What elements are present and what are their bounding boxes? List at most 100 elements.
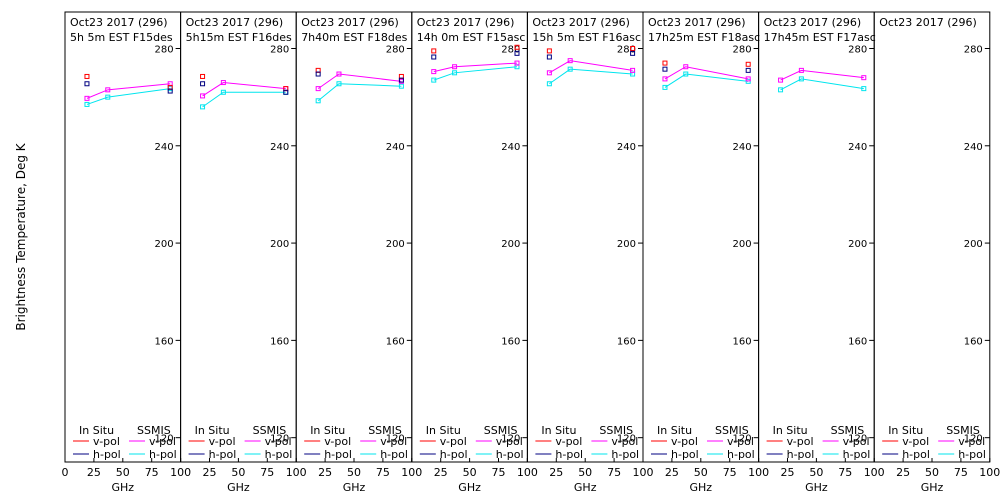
ssmis-hpol-point: [861, 86, 867, 92]
x-tick-label: 25: [549, 466, 563, 479]
panel-frame: [295, 11, 413, 463]
ssmis-vpol-point: [105, 87, 111, 93]
y-tick-label: 160: [501, 336, 520, 347]
y-tick-label: 280: [733, 44, 752, 55]
panel-frame: [642, 11, 760, 463]
insitu-vpol-point: [662, 60, 668, 66]
legend-insitu-hpol-label: h-pol: [324, 448, 352, 461]
y-tick-label: 200: [617, 239, 636, 250]
x-tick-label: 50: [347, 466, 361, 479]
x-axis-label: GHz: [112, 481, 135, 494]
legend-insitu-vpol-label: v-pol: [787, 435, 814, 448]
x-tick-label: 75: [260, 466, 274, 479]
panel-frame: [526, 11, 644, 463]
x-axis-label: GHz: [690, 481, 713, 494]
panel-title-date: Oct23 2017 (296): [532, 16, 630, 29]
x-tick-label: 75: [607, 466, 621, 479]
legend-insitu-hpol-label: h-pol: [671, 448, 699, 461]
insitu-hpol-point: [431, 54, 437, 60]
y-tick-label: 160: [617, 336, 636, 347]
legend-insitu-title: In Situ: [310, 424, 345, 437]
legend-insitu-hpol-label: h-pol: [209, 448, 237, 461]
legend-ssmis-title: SSMIS: [137, 424, 171, 437]
legend-insitu-vpol-label: v-pol: [324, 435, 351, 448]
ssmis-vpol-point: [546, 70, 552, 76]
ssmis-vpol-line: [317, 73, 402, 90]
y-tick-label: 160: [964, 336, 983, 347]
ssmis-vpol-point: [683, 64, 689, 70]
x-axis-label: GHz: [805, 481, 828, 494]
insitu-hpol-point: [200, 81, 206, 87]
x-tick-label: 75: [376, 466, 390, 479]
x-tick-label: 100: [864, 466, 885, 479]
x-tick-label: 50: [116, 466, 130, 479]
legend-insitu-title: In Situ: [541, 424, 576, 437]
legend-insitu-vpol-label: v-pol: [555, 435, 582, 448]
insitu-vpol-point: [546, 48, 552, 54]
legend-insitu-hpol-label: h-pol: [555, 448, 583, 461]
legend-insitu-vpol-label: v-pol: [93, 435, 120, 448]
y-tick-label: 280: [617, 44, 636, 55]
ssmis-hpol-point: [200, 104, 206, 110]
y-tick-label: 240: [848, 142, 867, 153]
panel-title-time: 14h 0m EST F15asc: [417, 31, 526, 44]
ssmis-vpol-point: [220, 80, 226, 86]
x-tick-label: 25: [434, 466, 448, 479]
legend-insitu-vpol-label: v-pol: [671, 435, 698, 448]
ssmis-hpol-point: [336, 81, 342, 87]
ssmis-vpol-line: [433, 62, 518, 73]
x-tick-label: 25: [781, 466, 795, 479]
ssmis-hpol-point: [315, 98, 321, 104]
legend-ssmis-hpol-label: h-pol: [265, 448, 293, 461]
panel-title-time: 5h15m EST F16des: [186, 31, 292, 44]
y-axis-label: Brightness Temperature, Deg K: [14, 142, 28, 330]
x-tick-label: 25: [87, 466, 101, 479]
panel-title-time: 17h25m EST F18asc: [648, 31, 760, 44]
insitu-hpol-point: [630, 50, 636, 56]
ssmis-vpol-line: [202, 82, 286, 97]
ssmis-vpol-point: [200, 93, 206, 99]
y-tick-label: 280: [501, 44, 520, 55]
y-tick-label: 120: [848, 434, 867, 445]
legend-insitu-hpol-label: h-pol: [902, 448, 930, 461]
panel-title-time: 17h45m EST F17asc: [764, 31, 876, 44]
ssmis-hpol-point: [105, 94, 111, 100]
x-tick-label: 50: [463, 466, 477, 479]
y-tick-label: 200: [155, 239, 174, 250]
x-tick-label: 75: [954, 466, 968, 479]
insitu-hpol-point: [662, 66, 668, 72]
legend-insitu-title: In Situ: [888, 424, 923, 437]
y-tick-label: 240: [155, 142, 174, 153]
x-tick-label: 100: [286, 466, 307, 479]
y-tick-label: 240: [964, 142, 983, 153]
ssmis-hpol-point: [662, 84, 668, 90]
ssmis-hpol-point: [546, 81, 552, 87]
insitu-hpol-point: [283, 89, 289, 95]
y-tick-label: 120: [964, 434, 983, 445]
legend-insitu-title: In Situ: [773, 424, 808, 437]
panel-title-time: 5h 5m EST F15des: [70, 31, 173, 44]
ssmis-vpol-point: [662, 76, 668, 82]
ssmis-vpol-point: [798, 67, 804, 73]
y-tick-label: 280: [386, 44, 405, 55]
x-axis-label: GHz: [574, 481, 597, 494]
y-tick-label: 240: [270, 142, 289, 153]
legend-ssmis-title: SSMIS: [253, 424, 287, 437]
ssmis-vpol-point: [84, 95, 90, 101]
legend-ssmis-vpol-label: v-pol: [496, 435, 523, 448]
x-tick-label: 75: [492, 466, 506, 479]
ssmis-vpol-line: [664, 66, 749, 80]
insitu-hpol-point: [514, 50, 520, 56]
y-tick-label: 160: [733, 336, 752, 347]
insitu-vpol-point: [200, 73, 206, 79]
y-tick-label: 200: [964, 239, 983, 250]
panel-frame: [758, 11, 875, 463]
x-axis-label: GHz: [921, 481, 944, 494]
legend-insitu-hpol-label: h-pol: [93, 448, 121, 461]
legend-insitu-title: In Situ: [426, 424, 461, 437]
insitu-hpol-point: [398, 77, 404, 83]
y-tick-label: 240: [501, 142, 520, 153]
ssmis-hpol-line: [317, 83, 402, 102]
